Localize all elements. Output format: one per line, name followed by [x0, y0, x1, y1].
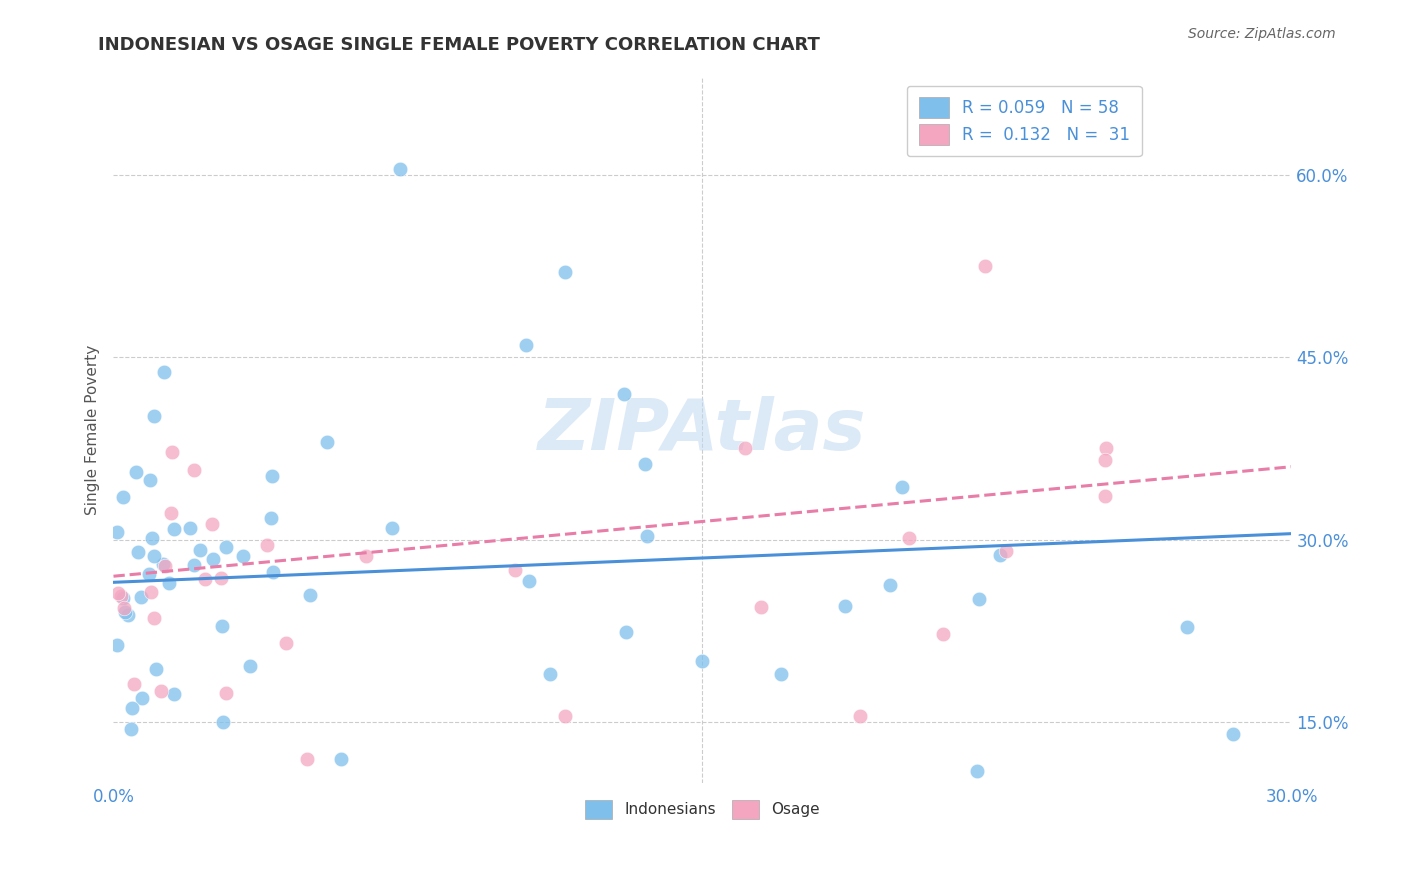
Point — [848, 709, 870, 723]
Point — [179, 520, 201, 534]
Point — [111, 491, 134, 505]
Point — [1095, 442, 1118, 456]
Point — [1175, 620, 1198, 634]
Point — [117, 607, 139, 622]
Point — [262, 565, 284, 579]
Point — [111, 591, 134, 606]
Y-axis label: Single Female Poverty: Single Female Poverty — [86, 345, 100, 516]
Point — [155, 559, 177, 574]
Point — [891, 480, 914, 494]
Point — [138, 566, 160, 581]
Point — [145, 662, 167, 676]
Point — [734, 441, 756, 455]
Point — [143, 409, 166, 423]
Point — [201, 516, 224, 531]
Point — [143, 549, 166, 564]
Point — [1094, 453, 1116, 467]
Point — [183, 558, 205, 572]
Point — [298, 588, 321, 602]
Point — [209, 571, 232, 585]
Point — [517, 574, 540, 588]
Point — [616, 624, 638, 639]
Point — [260, 469, 283, 483]
Point — [613, 386, 636, 401]
Point — [194, 572, 217, 586]
Point — [274, 636, 297, 650]
Point — [898, 531, 921, 545]
Point — [141, 585, 163, 599]
Point — [114, 605, 136, 619]
Point — [636, 529, 658, 543]
Point — [215, 541, 238, 555]
Point — [131, 591, 153, 605]
Point — [834, 599, 856, 613]
Point — [232, 549, 254, 563]
Point — [107, 525, 129, 540]
Point — [330, 752, 353, 766]
Point — [152, 557, 174, 571]
Text: ZIPAtlas: ZIPAtlas — [538, 396, 866, 465]
Point — [974, 259, 997, 273]
Point — [295, 752, 318, 766]
Point — [540, 666, 562, 681]
Point — [139, 473, 162, 487]
Point — [121, 700, 143, 714]
Point — [932, 627, 955, 641]
Point — [142, 611, 165, 625]
Point — [256, 538, 278, 552]
Text: INDONESIAN VS OSAGE SINGLE FEMALE POVERTY CORRELATION CHART: INDONESIAN VS OSAGE SINGLE FEMALE POVERT… — [98, 36, 820, 54]
Point — [554, 709, 576, 723]
Point — [554, 265, 576, 279]
Point — [967, 591, 990, 606]
Point — [127, 545, 149, 559]
Point — [163, 687, 186, 701]
Point — [239, 659, 262, 673]
Point — [188, 542, 211, 557]
Point — [107, 586, 129, 600]
Point — [131, 690, 153, 705]
Point — [751, 599, 773, 614]
Point — [212, 715, 235, 730]
Point — [211, 619, 233, 633]
Point — [503, 564, 526, 578]
Point — [389, 161, 412, 176]
Text: Source: ZipAtlas.com: Source: ZipAtlas.com — [1188, 27, 1336, 41]
Point — [124, 677, 146, 691]
Point — [990, 548, 1012, 562]
Point — [201, 552, 224, 566]
Point — [160, 445, 183, 459]
Point — [966, 764, 988, 778]
Point — [107, 638, 129, 652]
Point — [149, 684, 172, 698]
Point — [260, 510, 283, 524]
Point — [634, 457, 657, 471]
Point — [141, 531, 163, 545]
Point — [215, 686, 238, 700]
Point — [354, 549, 377, 564]
Point — [380, 521, 402, 535]
Point — [160, 506, 183, 520]
Point — [515, 338, 537, 352]
Point — [995, 544, 1018, 558]
Point — [110, 589, 132, 603]
Point — [1222, 727, 1244, 741]
Point — [125, 465, 148, 479]
Point — [769, 666, 792, 681]
Point — [153, 365, 176, 379]
Point — [183, 463, 205, 477]
Point — [316, 434, 339, 449]
Point — [159, 576, 181, 591]
Point — [120, 723, 142, 737]
Point — [690, 654, 713, 668]
Legend: Indonesians, Osage: Indonesians, Osage — [579, 794, 827, 825]
Point — [1094, 490, 1116, 504]
Point — [879, 577, 901, 591]
Point — [163, 522, 186, 536]
Point — [112, 601, 135, 615]
